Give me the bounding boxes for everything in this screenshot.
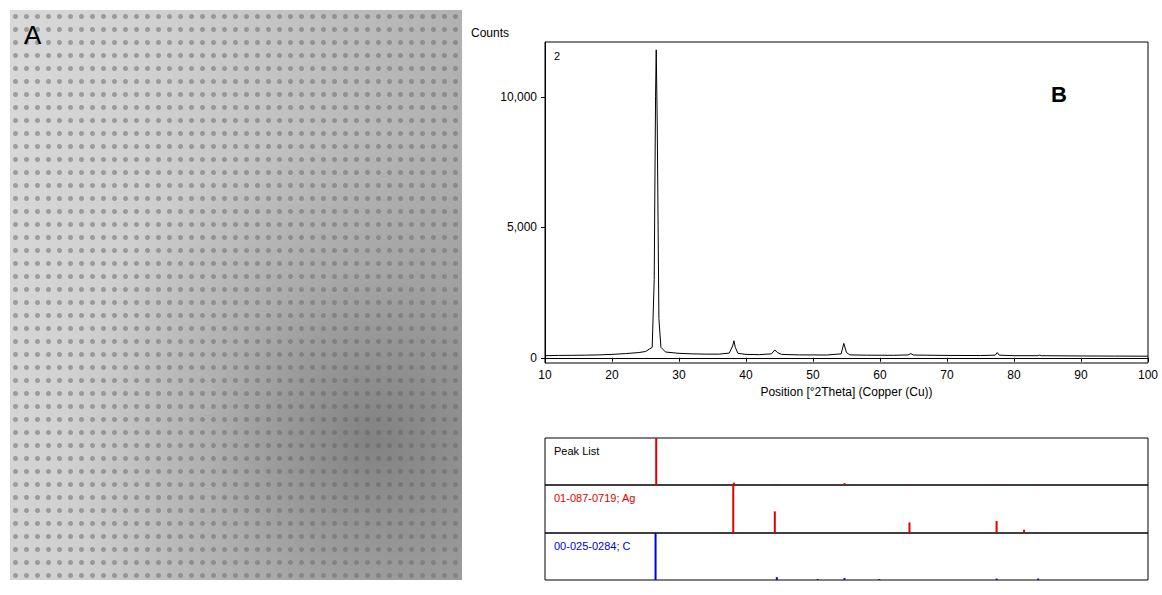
svg-text:70: 70 xyxy=(940,368,954,382)
svg-text:90: 90 xyxy=(1074,368,1088,382)
svg-text:01-087-0719; Ag: 01-087-0719; Ag xyxy=(554,492,635,504)
svg-text:Peak List: Peak List xyxy=(554,445,599,457)
svg-text:10: 10 xyxy=(538,368,552,382)
svg-text:100: 100 xyxy=(1138,368,1158,382)
svg-text:00-025-0284; C: 00-025-0284; C xyxy=(554,540,630,552)
svg-text:0: 0 xyxy=(530,351,537,365)
svg-text:80: 80 xyxy=(1007,368,1021,382)
svg-text:B: B xyxy=(1051,82,1067,107)
svg-text:30: 30 xyxy=(672,368,686,382)
svg-text:10,000: 10,000 xyxy=(500,90,537,104)
svg-text:Position [°2Theta] (Copper (Cu: Position [°2Theta] (Copper (Cu)) xyxy=(760,385,932,399)
svg-text:20: 20 xyxy=(605,368,619,382)
svg-text:5,000: 5,000 xyxy=(507,220,537,234)
svg-text:50: 50 xyxy=(806,368,820,382)
svg-text:60: 60 xyxy=(873,368,887,382)
svg-text:Counts: Counts xyxy=(471,26,509,40)
svg-text:40: 40 xyxy=(739,368,753,382)
svg-text:2: 2 xyxy=(554,50,560,62)
html-text:A: A xyxy=(24,20,42,50)
